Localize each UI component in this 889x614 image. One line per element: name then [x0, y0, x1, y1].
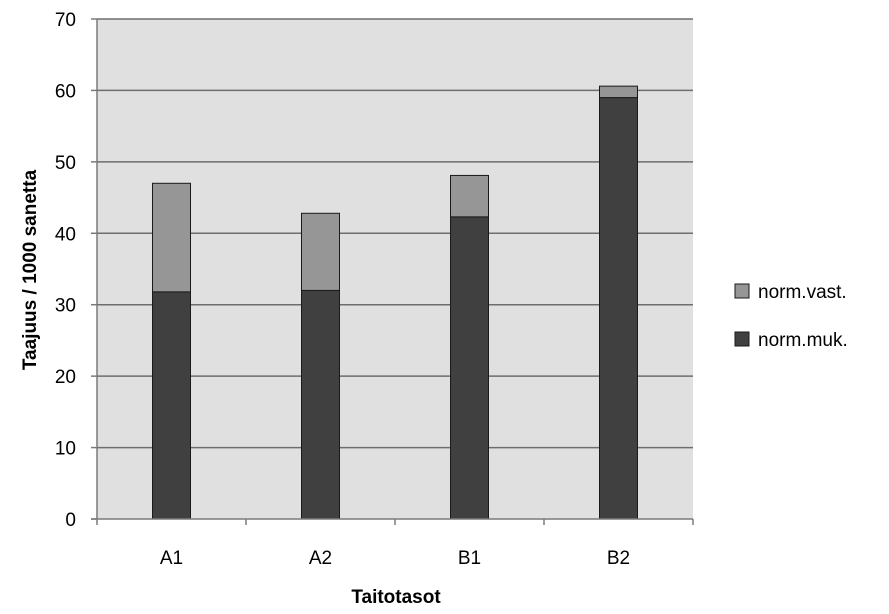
x-axis-title: Taitotasot — [351, 587, 441, 608]
y-tick-label: 40 — [55, 224, 76, 245]
bar-segment-norm-muk — [152, 291, 191, 520]
legend-swatch — [734, 283, 750, 299]
bar-segment-norm-vast — [301, 212, 340, 291]
legend-label: norm.vast. — [758, 282, 847, 303]
x-tick-label: A1 — [160, 548, 183, 569]
bar-segment-norm-vast — [599, 85, 638, 99]
bar-segment-norm-muk — [599, 97, 638, 520]
axes: 0 10 20 30 40 50 60 70 A1 A2 B1 B2 — [55, 10, 694, 569]
bar-segment-norm-vast — [152, 182, 191, 293]
y-tick-label: 50 — [55, 153, 76, 174]
bar-segment-norm-vast — [450, 174, 489, 218]
y-tick-label: 20 — [55, 367, 76, 388]
y-axis-title: Taajuus / 1000 sanetta — [20, 169, 41, 370]
legend-swatch — [734, 331, 750, 347]
y-tick-label: 60 — [55, 81, 76, 102]
y-tick-label: 70 — [55, 10, 76, 31]
y-tick-label: 0 — [65, 510, 76, 531]
plot-background — [97, 19, 693, 519]
legend: norm.vast. norm.muk. — [734, 282, 848, 351]
y-tick-label: 10 — [55, 439, 76, 460]
x-tick-label: B1 — [458, 548, 481, 569]
x-tick-label: A2 — [309, 548, 332, 569]
bar-segment-norm-muk — [450, 216, 489, 520]
y-tick-label: 30 — [55, 296, 76, 317]
plot-area — [97, 18, 693, 519]
x-tick-label: B2 — [607, 548, 630, 569]
legend-label: norm.muk. — [758, 330, 848, 351]
bar-segment-norm-muk — [301, 289, 340, 520]
